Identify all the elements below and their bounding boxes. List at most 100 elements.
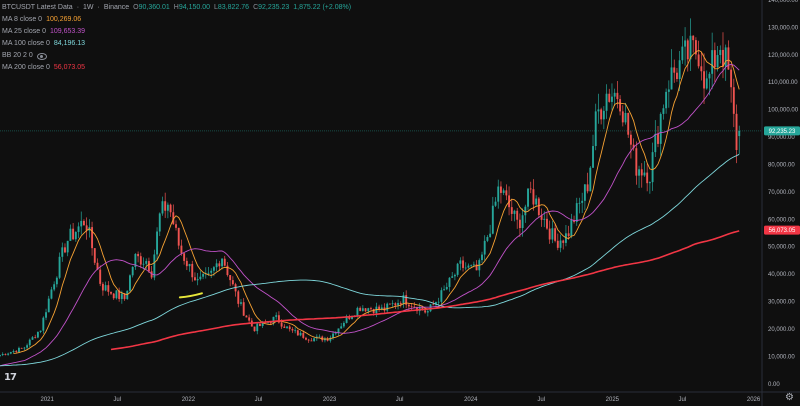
candle-body — [556, 240, 559, 248]
candle-body — [470, 265, 473, 267]
candle-body — [405, 295, 408, 305]
candle-body — [185, 260, 188, 267]
price-label-text: 56,073.05 — [769, 228, 796, 234]
candle-body — [80, 220, 83, 227]
candle-body — [237, 291, 240, 304]
candle-body — [199, 276, 202, 280]
x-tick-label: 2022 — [182, 397, 196, 403]
indicator-ma25[interactable]: MA 25 close 0 109,653.39 — [2, 26, 351, 38]
y-tick-label: 60,000.00 — [768, 217, 795, 223]
y-tick-label: 90,000.00 — [768, 135, 795, 141]
candle-body — [307, 339, 310, 341]
candle-body — [567, 233, 570, 236]
candle-body — [221, 258, 223, 267]
indicator-ma8-value: 100,269.06 — [46, 16, 82, 23]
candle-body — [711, 50, 714, 74]
candle-body — [286, 326, 288, 328]
symbol-title[interactable]: BTCUSDT Latest Data — [2, 4, 73, 11]
candle-body — [150, 271, 153, 278]
candle-body — [643, 172, 646, 176]
ohlc-open: O90,360.01 — [133, 4, 170, 11]
x-tick-label: Jul — [396, 397, 404, 403]
gear-icon[interactable]: ⚙ — [785, 392, 794, 403]
indicator-ma100[interactable]: MA 100 close 0 84,196.13 — [2, 38, 351, 50]
candle-body — [131, 266, 134, 276]
candle-body — [158, 213, 161, 232]
candle-body — [280, 322, 283, 327]
candle-body — [147, 261, 150, 272]
candle-body — [483, 240, 486, 255]
ohlc-high: H94,150.00 — [173, 4, 210, 11]
candle-body — [253, 326, 256, 332]
candle-body — [172, 212, 175, 225]
y-tick-label: 130,000.00 — [768, 25, 799, 31]
candle-body — [570, 219, 573, 236]
price-label-box — [764, 225, 800, 235]
candle-body — [321, 336, 324, 341]
candle-body — [342, 322, 345, 327]
candle-body — [527, 188, 529, 207]
candle-body — [299, 332, 302, 336]
candle-body — [120, 293, 123, 299]
candle-body — [212, 267, 215, 271]
candle-body — [727, 47, 730, 70]
candle-body — [28, 339, 31, 346]
candle-body — [602, 110, 605, 120]
candle-body — [502, 190, 505, 193]
candle-body — [248, 317, 251, 321]
y-tick-label: 140,000.00 — [768, 0, 799, 4]
chart-legend: BTCUSDT Latest Data · 1W · Binance O90,3… — [2, 2, 351, 74]
y-tick-label: 120,000.00 — [768, 53, 799, 59]
candle-body — [231, 280, 234, 285]
candle-body — [31, 337, 34, 340]
candle-body — [586, 184, 589, 192]
candle-body — [101, 283, 104, 291]
y-tick-label: 110,000.00 — [768, 80, 798, 86]
annotation-stroke[interactable] — [178, 292, 203, 299]
candle-body — [110, 291, 112, 294]
candle-body — [310, 340, 313, 342]
x-tick-label: 2023 — [323, 397, 337, 403]
candle-body — [164, 201, 167, 211]
candle-body — [689, 35, 692, 60]
eye-icon[interactable] — [36, 52, 47, 60]
candle-body — [351, 316, 353, 319]
candle-body — [53, 284, 56, 290]
candle-body — [61, 247, 64, 257]
candle-body — [294, 330, 297, 332]
candle-body — [410, 306, 413, 308]
candle-body — [730, 69, 733, 88]
candle-body — [621, 111, 624, 123]
candle-body — [378, 306, 381, 310]
candle-body — [45, 312, 47, 318]
candle-body — [156, 231, 159, 255]
candle-body — [370, 308, 372, 310]
candle-body — [692, 35, 695, 41]
candle-body — [475, 264, 478, 271]
candle-body — [681, 46, 684, 61]
indicator-ma8[interactable]: MA 8 close 0 100,269.06 — [2, 14, 351, 26]
candle-body — [1, 353, 4, 356]
candle-body — [703, 71, 705, 89]
candle-body — [497, 186, 500, 202]
interval-label[interactable]: 1W — [83, 4, 94, 11]
indicator-ma200-value: 56,073.05 — [53, 64, 86, 71]
candle-body — [34, 337, 37, 339]
candle-body — [64, 247, 66, 253]
candle-body — [215, 263, 218, 268]
ohlc-low: L83,822.76 — [214, 4, 250, 11]
candle-body — [283, 326, 286, 328]
candle-body — [20, 347, 23, 349]
candle-body — [608, 93, 611, 102]
candle-body — [226, 265, 229, 276]
y-tick-label: 50,000.00 — [768, 245, 795, 251]
candle-body — [451, 276, 454, 278]
candle-body — [85, 225, 88, 231]
indicator-bb[interactable]: BB 20 2 0 — [2, 50, 351, 62]
candle-body — [194, 277, 196, 281]
candle-body — [223, 258, 226, 266]
candle-body — [464, 267, 467, 269]
candle-body — [96, 262, 99, 270]
indicator-ma200[interactable]: MA 200 close 0 56,073.05 — [2, 62, 351, 74]
